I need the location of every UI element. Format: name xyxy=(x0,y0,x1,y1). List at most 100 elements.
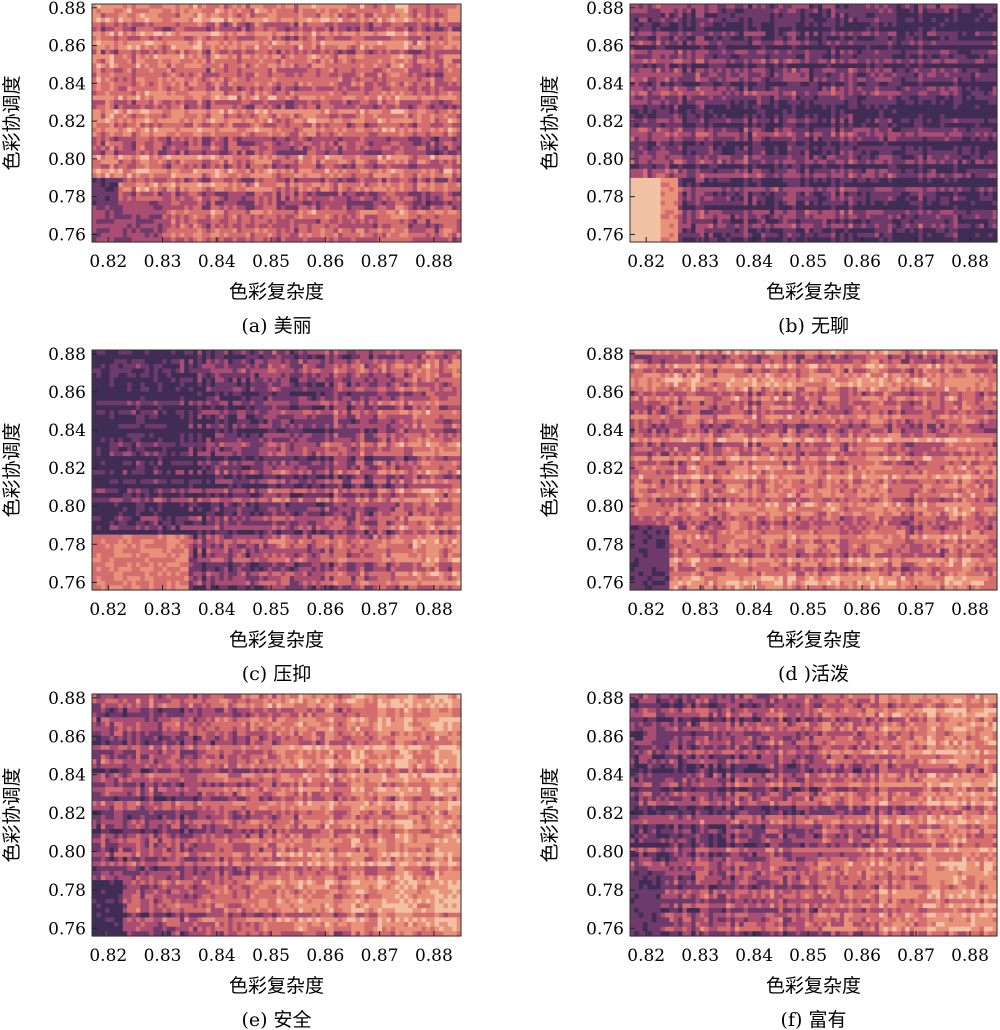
heatmap-cell xyxy=(258,63,264,69)
heatmap-cell xyxy=(395,132,401,138)
heatmap-cell xyxy=(395,141,401,147)
heatmap-cell xyxy=(708,8,714,14)
heatmap-cell xyxy=(122,132,128,138)
heatmap-cell xyxy=(149,22,155,28)
heatmap-cell xyxy=(228,150,234,156)
heatmap-cell xyxy=(258,145,264,152)
heatmap-cell xyxy=(197,164,203,170)
heatmap-cell xyxy=(905,22,911,28)
heatmap-cell xyxy=(452,214,458,220)
heatmap-cell xyxy=(368,187,374,193)
heatmap-cell xyxy=(386,81,392,87)
heatmap-cell xyxy=(267,58,273,65)
heatmap-cell xyxy=(109,232,115,239)
heatmap-cell xyxy=(118,228,124,234)
heatmap-cell xyxy=(201,118,207,124)
heatmap-cell xyxy=(439,127,445,133)
heatmap-cell xyxy=(747,31,753,37)
heatmap-cell xyxy=(219,200,225,206)
heatmap-cell xyxy=(425,187,431,193)
heatmap-cell xyxy=(778,26,784,33)
heatmap-cell xyxy=(294,81,300,87)
heatmap-cell xyxy=(166,173,172,179)
heatmap-cell xyxy=(127,13,133,19)
heatmap-cell xyxy=(421,31,427,37)
heatmap-cell xyxy=(643,4,649,10)
heatmap-cell xyxy=(184,90,190,97)
heatmap-cell xyxy=(250,232,256,239)
heatmap-cell xyxy=(447,155,453,161)
heatmap-cell xyxy=(390,31,396,37)
heatmap-cell xyxy=(241,77,247,83)
heatmap-cell xyxy=(245,104,251,110)
heatmap-cell xyxy=(179,159,185,165)
heatmap-cell xyxy=(250,68,256,74)
heatmap-cell xyxy=(355,68,361,74)
heatmap-cell xyxy=(157,4,163,10)
heatmap-cell xyxy=(140,40,146,46)
heatmap-cell xyxy=(447,196,453,202)
heatmap-cell xyxy=(403,232,409,239)
heatmap-cell xyxy=(298,90,304,97)
heatmap-cell xyxy=(171,237,177,243)
heatmap-cell xyxy=(109,113,115,120)
heatmap-cell xyxy=(425,132,431,138)
heatmap-cell xyxy=(452,145,458,152)
heatmap-cell xyxy=(188,81,194,87)
heatmap-cell xyxy=(425,228,431,234)
heatmap-cell xyxy=(122,95,128,101)
heatmap-cell xyxy=(241,177,247,184)
heatmap-cell xyxy=(109,159,115,165)
heatmap-cell xyxy=(726,8,732,14)
heatmap-cell xyxy=(127,31,133,37)
heatmap-cell xyxy=(210,118,216,124)
heatmap-cell xyxy=(381,127,387,133)
heatmap-cell xyxy=(364,100,370,106)
heatmap-cell xyxy=(726,17,732,23)
heatmap-cell xyxy=(377,8,383,14)
heatmap-cell xyxy=(96,36,102,42)
heatmap-cell xyxy=(179,200,185,206)
heatmap-cell xyxy=(320,191,326,197)
heatmap-cell xyxy=(193,81,199,87)
heatmap-cell xyxy=(153,141,159,147)
heatmap-cell xyxy=(320,209,326,216)
heatmap-cell xyxy=(131,13,137,19)
heatmap-cell xyxy=(105,118,111,124)
heatmap-cell xyxy=(96,187,102,193)
heatmap-cell xyxy=(359,214,365,220)
heatmap-cell xyxy=(171,4,177,10)
heatmap-cell xyxy=(92,164,97,170)
heatmap-cell xyxy=(105,40,111,46)
heatmap-cell xyxy=(135,95,141,101)
heatmap-cell xyxy=(953,17,959,23)
heatmap-cell xyxy=(307,8,313,14)
heatmap-cell xyxy=(184,177,190,184)
heatmap-cell xyxy=(144,136,150,142)
heatmap-cell xyxy=(210,123,216,129)
heatmap-cell xyxy=(421,77,427,83)
heatmap-cell xyxy=(162,159,168,165)
heatmap-cell xyxy=(280,132,286,138)
heatmap-cell xyxy=(320,22,326,28)
heatmap-cell xyxy=(197,159,203,165)
heatmap-cell xyxy=(294,54,300,60)
heatmap-cell xyxy=(153,40,159,46)
heatmap-cell xyxy=(421,13,427,19)
heatmap-cell xyxy=(294,26,300,33)
heatmap-cell xyxy=(131,109,137,115)
heatmap-cell xyxy=(210,26,216,33)
heatmap-cell xyxy=(439,187,445,193)
heatmap-cell xyxy=(452,77,458,83)
heatmap-cell xyxy=(333,168,339,174)
heatmap-cell xyxy=(351,31,357,37)
heatmap-cell xyxy=(421,132,427,138)
heatmap-cell xyxy=(351,205,357,211)
heatmap-cell xyxy=(302,77,308,83)
heatmap-cell xyxy=(329,136,335,142)
heatmap-cell xyxy=(127,8,133,14)
heatmap-cell xyxy=(219,72,225,78)
heatmap-cell xyxy=(175,187,181,193)
heatmap-cell xyxy=(118,205,124,211)
heatmap-cell xyxy=(874,17,880,23)
